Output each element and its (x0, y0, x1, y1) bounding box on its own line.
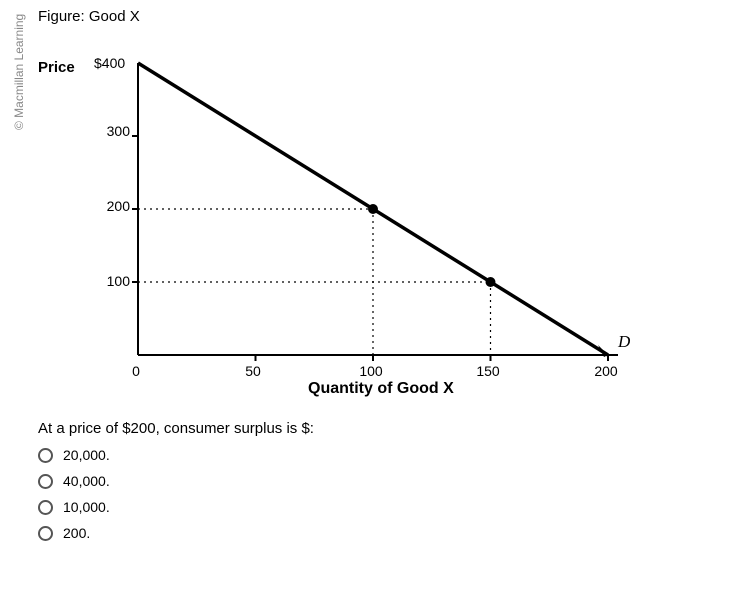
copyright-text: © Macmillan Learning (12, 14, 26, 130)
curve-label: D (617, 332, 631, 351)
point-150-100 (486, 277, 496, 287)
point-100-200 (368, 204, 378, 214)
option-row-0[interactable]: 20,000. (38, 447, 598, 463)
option-row-1[interactable]: 40,000. (38, 473, 598, 489)
x-axis-title: Quantity of Good X (308, 380, 454, 398)
radio-icon[interactable] (38, 474, 53, 489)
option-row-2[interactable]: 10,000. (38, 499, 598, 515)
question-text: At a price of $200, consumer surplus is … (38, 420, 598, 437)
radio-icon[interactable] (38, 526, 53, 541)
y-axis-label: Price (38, 59, 75, 76)
radio-icon[interactable] (38, 500, 53, 515)
chart-container: Price $400 300 200 100 0 50 100 150 200 … (38, 35, 598, 405)
options-list: 20,000. 40,000. 10,000. 200. (38, 447, 598, 541)
option-label-3: 200. (63, 525, 90, 541)
figure-title: Figure: Good X (38, 8, 598, 25)
content-area: Figure: Good X Price $400 300 200 100 0 … (38, 8, 598, 551)
radio-icon[interactable] (38, 448, 53, 463)
chart-svg: D (98, 55, 638, 375)
option-row-3[interactable]: 200. (38, 525, 598, 541)
option-label-2: 10,000. (63, 499, 110, 515)
option-label-1: 40,000. (63, 473, 110, 489)
option-label-0: 20,000. (63, 447, 110, 463)
